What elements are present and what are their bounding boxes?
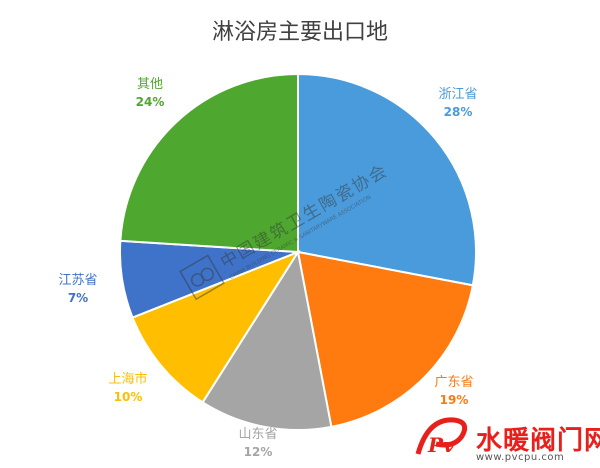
slice-category-label: 江苏省 <box>58 272 97 288</box>
slice-value-label: 19% <box>440 393 469 407</box>
site-logo-name: 水暖阀门网 <box>476 426 600 456</box>
pie-slice <box>131 249 301 404</box>
site-logo[interactable]: Pv 水暖阀门网 www.pvcpu.com <box>414 414 600 468</box>
slice-labels: 浙江省 28% 广东省 19% 山东省 12% 上海市 10% 江苏省 7% 其他 24% <box>58 77 477 459</box>
slice-category-label: 浙江省 <box>438 87 477 102</box>
pie-slices <box>119 72 477 431</box>
slice-category-label: 上海市 <box>108 371 147 387</box>
watermark-seal-icon <box>179 254 225 301</box>
slice-category-label: 山东省 <box>238 427 277 442</box>
slice-value-label: 28% <box>444 105 473 119</box>
slice-category-label: 其他 <box>137 77 163 92</box>
slice-value-label: 12% <box>244 445 273 459</box>
slice-value-label: 10% <box>114 390 143 404</box>
pie-slice <box>119 72 299 254</box>
pie-slice <box>296 250 475 429</box>
slice-value-label: 24% <box>136 95 165 109</box>
pv-logo-icon: Pv <box>415 417 468 457</box>
slice-category-label: 广东省 <box>434 375 473 390</box>
svg-text:Pv: Pv <box>427 433 455 457</box>
chart-title: 淋浴房主要出口地 <box>211 20 388 45</box>
pie-slice <box>201 249 333 431</box>
pie-slice <box>297 72 477 287</box>
slice-value-label: 7% <box>68 291 88 305</box>
site-logo-url: www.pvcpu.com <box>476 452 565 463</box>
